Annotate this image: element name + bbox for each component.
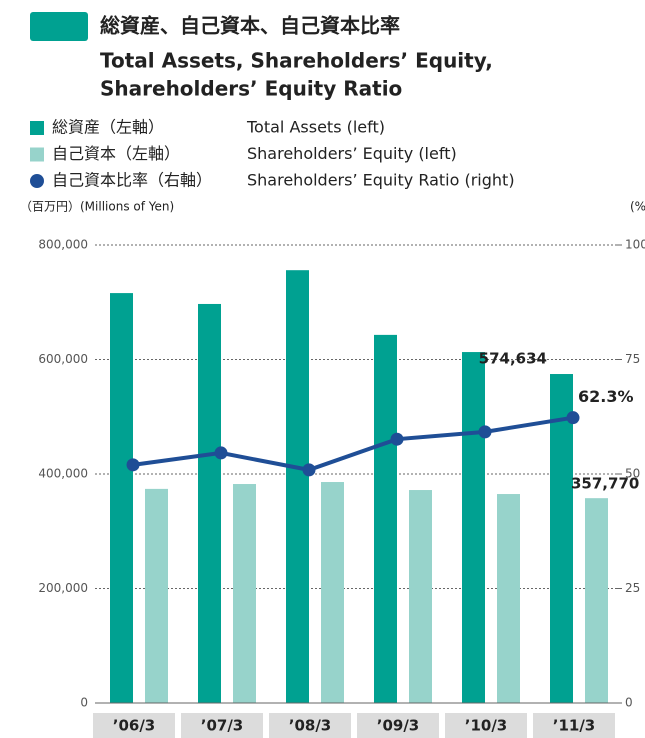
y2-tick-label: 50 (625, 467, 640, 481)
bar (550, 374, 573, 703)
y-tick-label: 400,000 (38, 467, 88, 481)
bar (462, 352, 485, 703)
y-axis-label: （百万円）(Millions of Yen) (20, 200, 174, 214)
chart-subtitle: Shareholders’ Equity Ratio (100, 77, 402, 101)
legend-label-en: Shareholders’ Equity Ratio (right) (247, 171, 515, 190)
data-label: 574,634 (479, 350, 547, 368)
line-point (126, 458, 140, 472)
bar (321, 482, 344, 703)
bar (198, 303, 221, 703)
y2-axis-label: (%) (630, 200, 645, 214)
x-tick-label: ’10/3 (465, 717, 508, 735)
line (132, 415, 574, 472)
x-tick-label: ’07/3 (201, 717, 244, 735)
legend-marker (30, 121, 44, 135)
y2-tick-label: 75 (625, 352, 640, 366)
bar (409, 490, 432, 703)
x-tick-box (445, 713, 527, 738)
chart-subtitle: Total Assets, Shareholders’ Equity, (100, 49, 493, 73)
bar (233, 484, 256, 703)
y2-tick-label: 25 (625, 581, 640, 595)
y2-tick-label: 100 (625, 238, 645, 252)
y-tick-label: 600,000 (38, 352, 88, 366)
x-tick-box (357, 713, 439, 738)
x-tick-box (269, 713, 351, 738)
data-label: 62.3% (578, 387, 634, 406)
legend-label-en: Shareholders’ Equity (left) (247, 144, 457, 163)
line-point (390, 432, 404, 446)
y-tick-label: 800,000 (38, 238, 88, 252)
y-tick-label: 0 (80, 696, 88, 710)
x-tick-box (181, 713, 263, 738)
bar (585, 498, 608, 703)
bar (497, 494, 520, 703)
legend-label: 自己資本比率（右軸） (52, 171, 212, 190)
bar (145, 488, 168, 703)
x-tick-label: ’06/3 (113, 717, 156, 735)
bar (110, 293, 133, 703)
line-point (302, 463, 316, 477)
x-tick-label: ’09/3 (377, 717, 420, 735)
bar (374, 334, 397, 703)
legend-marker (30, 174, 44, 188)
line-point (214, 446, 228, 460)
title-marker (30, 12, 88, 41)
legend-label: 総資産（左軸） (52, 118, 164, 137)
y2-tick-label: 0 (625, 696, 633, 710)
bar (286, 270, 309, 703)
legend-label-en: Total Assets (left) (246, 118, 385, 137)
y-tick-label: 200,000 (38, 581, 88, 595)
data-label: 357,770 (571, 475, 639, 493)
legend-marker (30, 147, 44, 162)
line-point (478, 425, 492, 439)
x-tick-box (533, 713, 615, 738)
x-tick-label: ’08/3 (289, 717, 332, 735)
legend-label: 自己資本（左軸） (52, 144, 180, 163)
x-tick-box (93, 713, 175, 738)
x-tick-label: ’11/3 (553, 717, 596, 735)
chart-title: 総資産、自己資本、自己資本比率 (100, 14, 400, 38)
line-point (566, 411, 580, 425)
